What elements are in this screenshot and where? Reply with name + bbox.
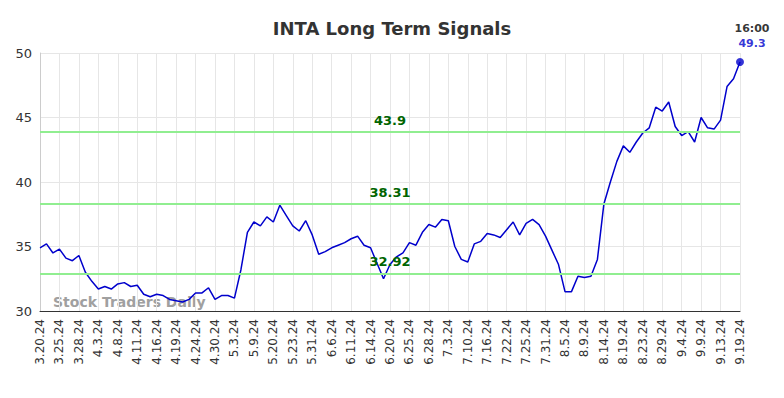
svg-text:6.25.24: 6.25.24 [402,319,416,365]
svg-text:50: 50 [15,46,32,61]
svg-text:9.9.24: 9.9.24 [694,319,708,357]
svg-text:32.92: 32.92 [369,254,410,269]
svg-text:4.8.24: 4.8.24 [111,319,125,357]
svg-text:8.29.24: 8.29.24 [655,319,669,365]
svg-text:6.20.24: 6.20.24 [383,319,397,365]
svg-text:3.25.24: 3.25.24 [52,319,66,365]
svg-text:7.3.24: 7.3.24 [441,319,455,357]
svg-text:8.5.24: 8.5.24 [558,319,572,357]
svg-text:35: 35 [15,239,32,254]
svg-text:4.19.24: 4.19.24 [169,319,183,365]
svg-text:49.3: 49.3 [738,37,765,50]
svg-text:6.6.24: 6.6.24 [325,319,339,357]
svg-text:8.23.24: 8.23.24 [636,319,650,365]
svg-text:INTA Long Term Signals: INTA Long Term Signals [273,18,512,39]
svg-text:8.19.24: 8.19.24 [616,319,630,365]
svg-text:7.31.24: 7.31.24 [539,319,553,365]
svg-text:45: 45 [15,110,32,125]
svg-text:7.10.24: 7.10.24 [461,319,475,365]
svg-text:3.20.24: 3.20.24 [33,319,47,365]
svg-text:8.14.24: 8.14.24 [597,319,611,365]
svg-text:40: 40 [15,175,32,190]
svg-text:9.13.24: 9.13.24 [714,319,728,365]
svg-text:4.3.24: 4.3.24 [91,319,105,357]
svg-text:5.3.24: 5.3.24 [227,319,241,357]
svg-text:9.19.24: 9.19.24 [733,319,747,365]
svg-text:7.16.24: 7.16.24 [480,319,494,365]
svg-text:4.16.24: 4.16.24 [150,319,164,365]
svg-text:3.28.24: 3.28.24 [72,319,86,365]
svg-text:7.22.24: 7.22.24 [500,319,514,365]
svg-text:5.31.24: 5.31.24 [305,319,319,365]
svg-text:5.20.24: 5.20.24 [266,319,280,365]
svg-text:9.4.24: 9.4.24 [675,319,689,357]
svg-text:43.9: 43.9 [374,113,406,128]
svg-text:8.9.24: 8.9.24 [577,319,591,357]
svg-text:Stock Traders Daily: Stock Traders Daily [53,294,206,310]
svg-text:5.23.24: 5.23.24 [286,319,300,365]
svg-text:6.11.24: 6.11.24 [344,319,358,365]
svg-text:6.28.24: 6.28.24 [422,319,436,365]
svg-text:6.14.24: 6.14.24 [364,319,378,365]
svg-text:30: 30 [15,304,32,319]
svg-text:4.24.24: 4.24.24 [189,319,203,365]
svg-text:7.25.24: 7.25.24 [519,319,533,365]
svg-text:38.31: 38.31 [369,185,410,200]
svg-text:4.30.24: 4.30.24 [208,319,222,365]
svg-text:5.9.24: 5.9.24 [247,319,261,357]
svg-text:16:00: 16:00 [734,22,769,35]
svg-text:4.11.24: 4.11.24 [130,319,144,365]
